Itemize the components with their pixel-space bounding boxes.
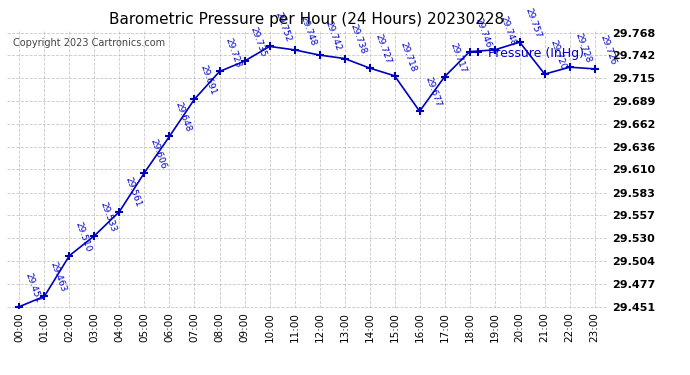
Text: 29.606: 29.606	[148, 137, 168, 170]
Pressure (InHg)	[90, 234, 99, 238]
Line: Pressure (InHg): Pressure (InHg)	[15, 38, 599, 311]
Text: 29.718: 29.718	[399, 40, 418, 73]
Text: 29.757: 29.757	[524, 7, 543, 39]
Text: 29.533: 29.533	[99, 200, 118, 233]
Text: 29.735: 29.735	[248, 26, 268, 58]
Pressure (InHg)	[491, 48, 499, 52]
Pressure (InHg)	[140, 170, 148, 175]
Text: 29.726: 29.726	[599, 34, 618, 66]
Text: 29.738: 29.738	[348, 23, 368, 56]
Text: 29.691: 29.691	[199, 64, 218, 96]
Pressure (InHg)	[15, 304, 23, 309]
Legend: Pressure (InHg): Pressure (InHg)	[473, 42, 589, 65]
Text: 29.727: 29.727	[374, 33, 393, 65]
Text: 29.746: 29.746	[474, 16, 493, 49]
Pressure (InHg)	[290, 48, 299, 52]
Text: 29.451: 29.451	[23, 271, 43, 304]
Pressure (InHg)	[215, 69, 224, 74]
Pressure (InHg)	[115, 209, 124, 214]
Pressure (InHg)	[466, 50, 474, 54]
Text: 29.723: 29.723	[224, 36, 243, 69]
Pressure (InHg)	[266, 44, 274, 49]
Pressure (InHg)	[40, 294, 48, 298]
Text: 29.752: 29.752	[274, 11, 293, 44]
Pressure (InHg)	[515, 40, 524, 44]
Pressure (InHg)	[591, 67, 599, 71]
Text: 29.677: 29.677	[424, 76, 443, 108]
Text: Copyright 2023 Cartronics.com: Copyright 2023 Cartronics.com	[13, 38, 165, 48]
Pressure (InHg)	[166, 134, 174, 139]
Pressure (InHg)	[240, 59, 248, 63]
Pressure (InHg)	[366, 66, 374, 70]
Pressure (InHg)	[190, 97, 199, 101]
Text: 29.748: 29.748	[499, 15, 518, 47]
Pressure (InHg)	[440, 74, 449, 79]
Pressure (InHg)	[391, 74, 399, 78]
Pressure (InHg)	[315, 53, 324, 57]
Text: 29.463: 29.463	[48, 261, 68, 294]
Pressure (InHg)	[566, 65, 574, 69]
Text: 29.720: 29.720	[549, 39, 568, 71]
Pressure (InHg)	[340, 56, 348, 61]
Text: 29.510: 29.510	[74, 220, 93, 253]
Pressure (InHg)	[540, 72, 549, 76]
Title: Barometric Pressure per Hour (24 Hours) 20230228: Barometric Pressure per Hour (24 Hours) …	[110, 12, 504, 27]
Text: 29.728: 29.728	[574, 32, 593, 64]
Text: 29.742: 29.742	[324, 20, 343, 52]
Pressure (InHg)	[66, 254, 74, 258]
Text: 29.648: 29.648	[174, 101, 193, 134]
Text: 29.717: 29.717	[448, 41, 468, 74]
Text: 29.561: 29.561	[124, 176, 143, 209]
Text: 29.748: 29.748	[299, 15, 318, 47]
Pressure (InHg)	[415, 109, 424, 114]
